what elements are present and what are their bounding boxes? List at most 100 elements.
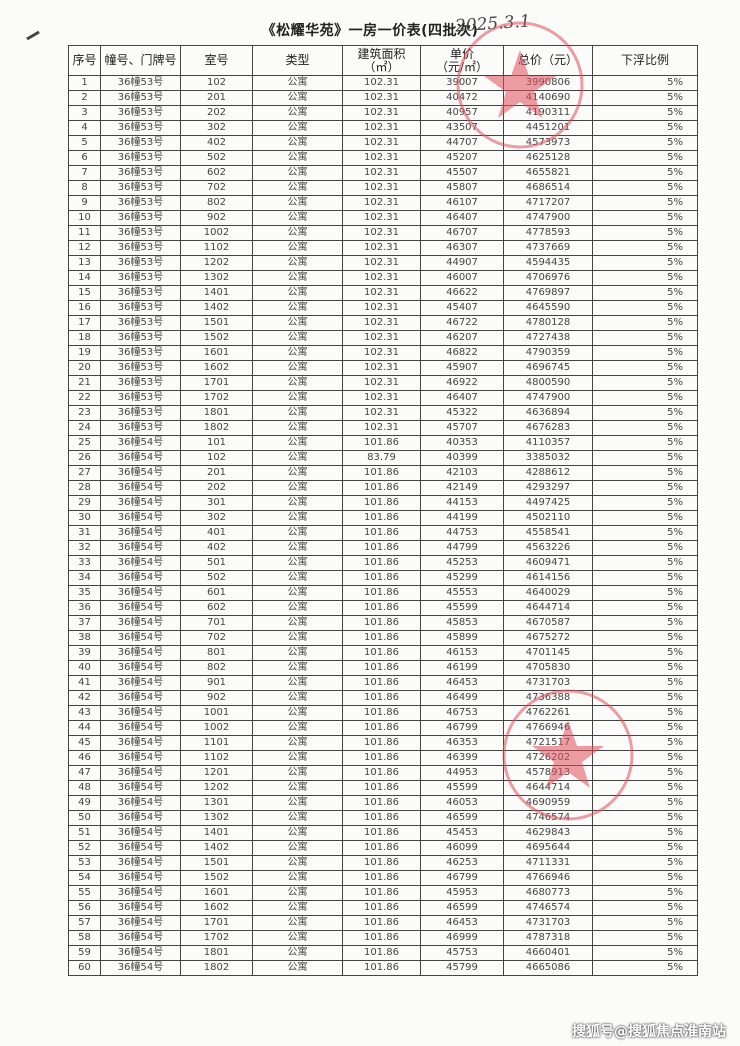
column-header: 幢号、门牌号 [100,45,181,76]
unit-price: 45207 [420,150,504,166]
row-number: 29 [68,495,101,511]
table-row: 36 36幢54号 602 公寓 101.86 45599 4644714 5% [68,600,698,616]
building-number: 36幢54号 [100,645,181,661]
discount-ratio: 5% [592,210,698,226]
unit-type: 公寓 [252,150,343,166]
row-number: 54 [68,870,101,886]
row-number: 2 [68,90,101,106]
discount-ratio: 5% [592,885,698,901]
unit-price: 46199 [420,660,504,676]
total-price: 4497425 [503,495,593,511]
unit-price: 45407 [420,300,504,316]
table-row: 56 36幢54号 1602 公寓 101.86 46599 4746574 5% [68,900,698,916]
unit-type: 公寓 [252,420,343,436]
unit-price: 40472 [420,90,504,106]
floor-area: 101.86 [342,675,421,691]
discount-ratio: 5% [592,315,698,331]
building-number: 36幢54号 [100,885,181,901]
unit-type: 公寓 [252,840,343,856]
unit-price: 46622 [420,285,504,301]
total-price: 4746574 [503,900,593,916]
total-price: 4293297 [503,480,593,496]
row-number: 11 [68,225,101,241]
discount-ratio: 5% [592,300,698,316]
unit-price: 45253 [420,555,504,571]
table-row: 45 36幢54号 1101 公寓 101.86 46353 4721517 5% [68,735,698,751]
table-row: 11 36幢53号 1002 公寓 102.31 46707 4778593 5% [68,225,698,241]
discount-ratio: 5% [592,840,698,856]
unit-type: 公寓 [252,255,343,271]
watermark: 搜狐号@搜狐焦点淮南站 [572,1024,726,1040]
floor-area: 101.86 [342,630,421,646]
unit-type: 公寓 [252,915,343,931]
table-row: 14 36幢53号 1302 公寓 102.31 46007 4706976 5% [68,270,698,286]
floor-area: 101.86 [342,795,421,811]
building-number: 36幢54号 [100,960,181,976]
unit-price: 40957 [420,105,504,121]
discount-ratio: 5% [592,75,698,91]
room-number: 1402 [180,840,253,856]
building-number: 36幢53号 [100,255,181,271]
total-price: 4629843 [503,825,593,841]
row-number: 58 [68,930,101,946]
table-row: 50 36幢54号 1302 公寓 101.86 46599 4746574 5% [68,810,698,826]
table-row: 39 36幢54号 801 公寓 101.86 46153 4701145 5% [68,645,698,661]
discount-ratio: 5% [592,870,698,886]
table-row: 23 36幢53号 1801 公寓 102.31 45322 4636894 5% [68,405,698,421]
unit-type: 公寓 [252,570,343,586]
row-number: 41 [68,675,101,691]
discount-ratio: 5% [592,930,698,946]
table-row: 5 36幢53号 402 公寓 102.31 44707 4573973 5% [68,135,698,151]
building-number: 36幢54号 [100,585,181,601]
floor-area: 102.31 [342,270,421,286]
total-price: 4640029 [503,585,593,601]
unit-type: 公寓 [252,690,343,706]
unit-price: 46307 [420,240,504,256]
building-number: 36幢54号 [100,750,181,766]
building-number: 36幢53号 [100,75,181,91]
discount-ratio: 5% [592,825,698,841]
building-number: 36幢53号 [100,300,181,316]
floor-area: 101.86 [342,720,421,736]
room-number: 1002 [180,720,253,736]
discount-ratio: 5% [592,900,698,916]
floor-area: 101.86 [342,900,421,916]
discount-ratio: 5% [592,765,698,781]
room-number: 401 [180,525,253,541]
floor-area: 102.31 [342,75,421,91]
discount-ratio: 5% [592,285,698,301]
table-row: 41 36幢54号 901 公寓 101.86 46453 4731703 5% [68,675,698,691]
unit-type: 公寓 [252,615,343,631]
table-row: 1 36幢53号 102 公寓 102.31 39007 3990806 5% [68,75,698,91]
room-number: 1401 [180,825,253,841]
floor-area: 102.31 [342,360,421,376]
unit-price: 45907 [420,360,504,376]
unit-price: 45953 [420,885,504,901]
unit-price: 46707 [420,225,504,241]
room-number: 1701 [180,915,253,931]
unit-type: 公寓 [252,765,343,781]
floor-area: 101.86 [342,495,421,511]
row-number: 31 [68,525,101,541]
building-number: 36幢54号 [100,915,181,931]
column-header: 总价（元） [503,45,593,76]
unit-type: 公寓 [252,960,343,976]
table-row: 3 36幢53号 202 公寓 102.31 40957 4190311 5% [68,105,698,121]
row-number: 43 [68,705,101,721]
room-number: 201 [180,465,253,481]
building-number: 36幢53号 [100,240,181,256]
room-number: 302 [180,510,253,526]
total-price: 4705830 [503,660,593,676]
table-row: 6 36幢53号 502 公寓 102.31 45207 4625128 5% [68,150,698,166]
floor-area: 102.31 [342,90,421,106]
room-number: 602 [180,165,253,181]
building-number: 36幢54号 [100,555,181,571]
discount-ratio: 5% [592,360,698,376]
building-number: 36幢54号 [100,570,181,586]
unit-price: 39007 [420,75,504,91]
row-number: 7 [68,165,101,181]
total-price: 4686514 [503,180,593,196]
building-number: 36幢53号 [100,180,181,196]
discount-ratio: 5% [592,675,698,691]
